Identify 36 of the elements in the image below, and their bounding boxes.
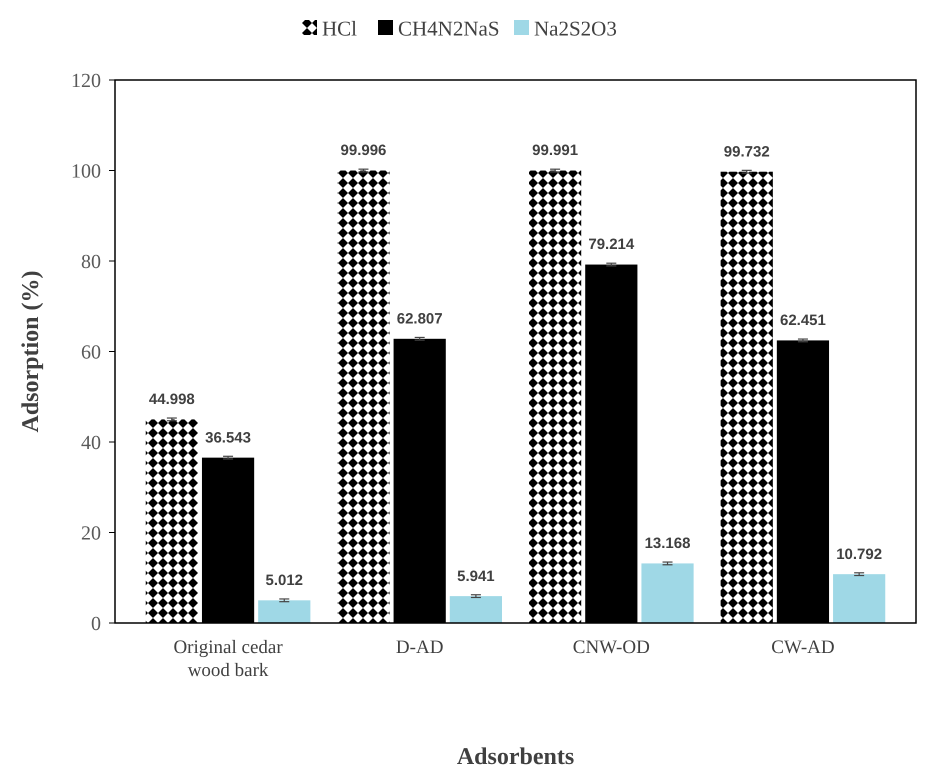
data-label: 5.941 xyxy=(457,568,495,585)
legend-label: Na2S2O3 xyxy=(534,16,617,40)
bar xyxy=(258,600,310,623)
y-tick-label: 80 xyxy=(81,251,101,273)
y-tick-label: 40 xyxy=(81,432,101,454)
data-label: 13.168 xyxy=(644,535,690,552)
x-axis-title: Adsorbents xyxy=(456,744,574,770)
y-tick-label: 60 xyxy=(81,342,101,364)
data-label: 62.451 xyxy=(780,312,826,330)
bar xyxy=(146,419,198,623)
data-label: 99.996 xyxy=(340,142,386,160)
x-tick-label: CW-AD xyxy=(771,637,835,658)
bar xyxy=(337,170,390,623)
data-label: 99.991 xyxy=(532,142,578,160)
data-label: 5.012 xyxy=(265,572,304,589)
data-label: 36.543 xyxy=(205,429,252,446)
data-label: 99.732 xyxy=(724,143,770,160)
bar xyxy=(720,172,773,623)
bar xyxy=(450,596,502,623)
y-tick-label: 120 xyxy=(71,70,101,92)
bar xyxy=(641,563,694,623)
bar xyxy=(833,574,886,623)
data-label: 10.792 xyxy=(836,546,882,563)
y-tick-label: 100 xyxy=(71,160,101,182)
y-axis-title: Adsorption (%) xyxy=(18,270,44,433)
y-tick-label: 20 xyxy=(81,522,101,544)
x-tick-label: Original cedar wood bark xyxy=(173,637,284,681)
data-label: 44.998 xyxy=(148,391,195,408)
x-tick-label: CNW-OD xyxy=(572,637,650,658)
data-label: 79.214 xyxy=(588,236,635,254)
legend-label: CH4N2NaS xyxy=(398,16,500,40)
x-tick-label: D-AD xyxy=(396,637,444,658)
legend-label: HCl xyxy=(322,16,358,40)
bar xyxy=(529,170,582,623)
data-label: 62.807 xyxy=(396,310,443,328)
y-tick-label: 0 xyxy=(91,613,101,635)
